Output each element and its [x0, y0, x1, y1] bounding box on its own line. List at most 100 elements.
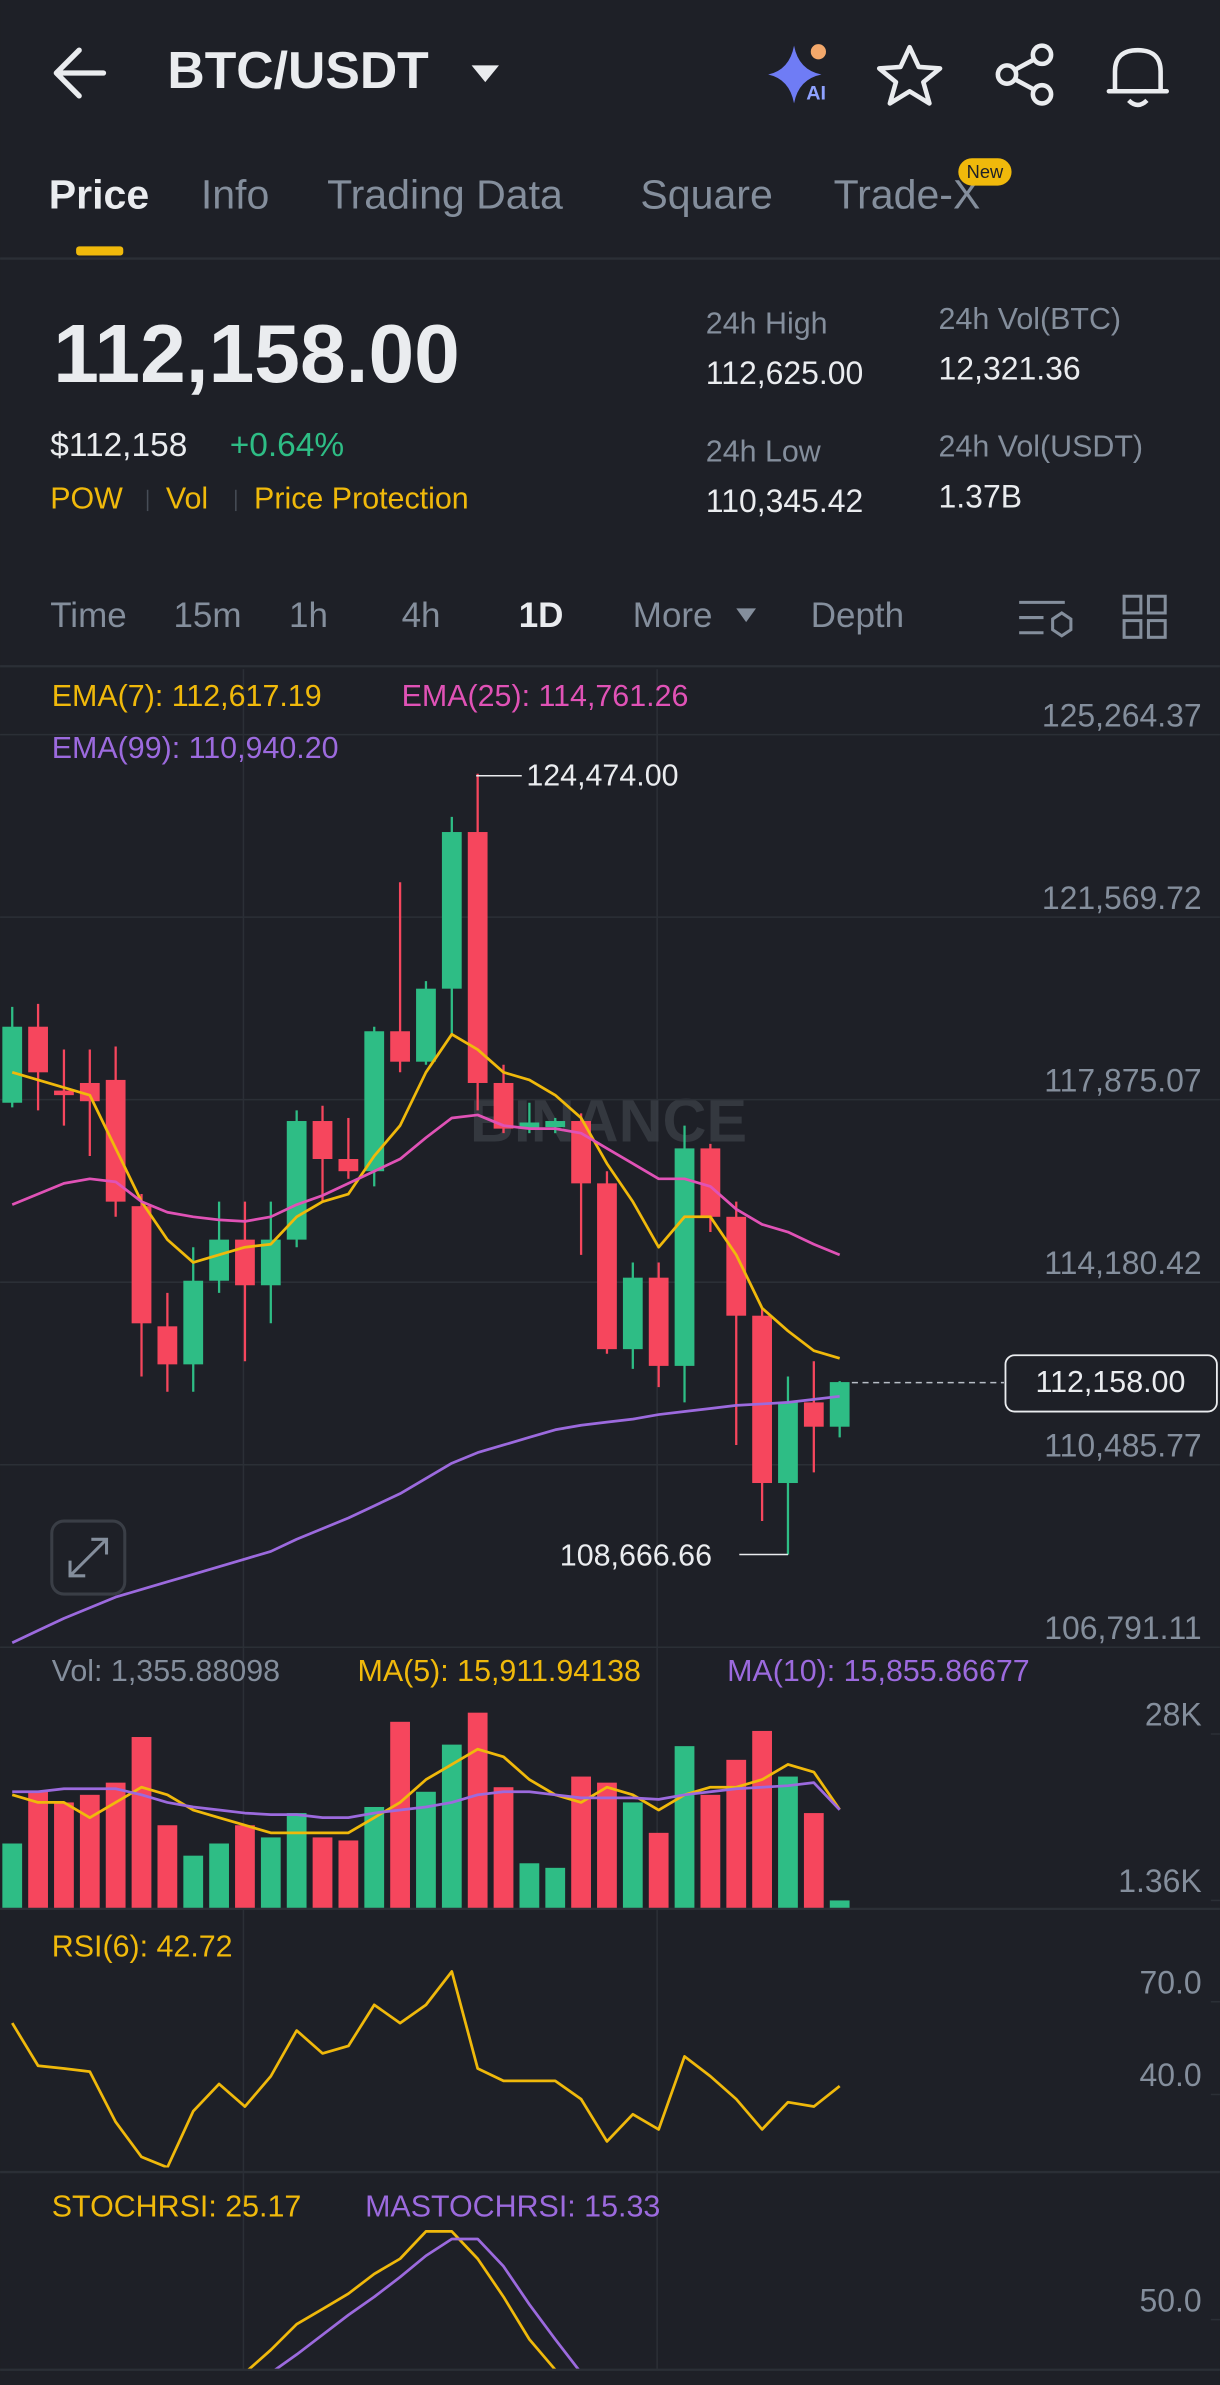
candle-body	[441, 832, 462, 989]
legend-entry: EMA(99): 110,940.20	[52, 731, 339, 765]
legend-entry: Vol: 1,355.88098	[52, 1654, 280, 1688]
candle-body	[545, 1121, 566, 1128]
interval[interactable]: 1D	[519, 596, 564, 635]
volume-bar	[803, 1813, 824, 1909]
tab[interactable]: Info	[201, 172, 269, 218]
candle-body	[648, 1277, 669, 1366]
chart-settings[interactable]	[1019, 600, 1073, 638]
expand-button[interactable]	[50, 1519, 127, 1596]
volume-bar	[571, 1776, 591, 1909]
tab[interactable]: Trade-X	[834, 172, 981, 218]
last-price-tag	[1004, 1354, 1218, 1413]
interval[interactable]: 1h	[289, 596, 328, 635]
indicator-line	[11, 1747, 841, 1835]
stat-value: 112,625.00	[706, 355, 863, 391]
y-tick-label: 1.36K	[1118, 1863, 1201, 1899]
legend-entry: MA(10): 15,855.86677	[727, 1654, 1030, 1688]
candle-body	[726, 1216, 747, 1316]
volume-bar	[467, 1712, 488, 1909]
favorite-button[interactable]	[876, 44, 943, 106]
share-button[interactable]	[995, 43, 1054, 106]
candle-body	[467, 832, 488, 1083]
alert-button[interactable]	[1106, 47, 1169, 108]
back-button[interactable]	[53, 47, 107, 99]
legend-entry: EMA(7): 112,617.19	[52, 679, 322, 713]
stat-label: 24h Vol(BTC)	[939, 302, 1122, 336]
plot	[2, 1712, 850, 1909]
volume-bar	[622, 1802, 643, 1909]
svg-text:AI: AI	[806, 83, 826, 105]
candle-body	[312, 1121, 333, 1160]
candle-body	[597, 1183, 617, 1350]
interval[interactable]: More	[633, 596, 713, 635]
volume-bar	[441, 1744, 462, 1909]
volume-bar	[286, 1813, 307, 1909]
tag[interactable]: POW	[50, 481, 123, 515]
more-caret[interactable]	[736, 608, 757, 623]
volume-bar	[416, 1791, 436, 1909]
volume-bar	[105, 1782, 126, 1909]
indicator-line	[11, 1032, 841, 1360]
pair-caret[interactable]	[471, 65, 499, 83]
volume-bar	[312, 1837, 333, 1909]
volume-bar	[260, 1837, 281, 1909]
volume-bar	[597, 1782, 617, 1909]
candle-body	[235, 1239, 255, 1286]
candle-body	[752, 1315, 772, 1484]
candle-body	[338, 1159, 359, 1172]
layout-button[interactable]	[1122, 594, 1167, 639]
interval[interactable]: 15m	[173, 596, 241, 635]
candle-body	[79, 1082, 100, 1102]
volume-bar	[519, 1863, 540, 1909]
volume-bar	[829, 1900, 850, 1909]
candle-body	[416, 988, 436, 1062]
volume-bar	[235, 1825, 255, 1909]
usd-price: $112,158	[50, 427, 187, 464]
tab-indicator	[76, 246, 124, 256]
candle-body	[28, 1026, 48, 1073]
stat-value: 1.37B	[939, 478, 1022, 514]
indicator-line	[11, 1394, 840, 1644]
stat-value: 110,345.42	[706, 483, 863, 519]
tab[interactable]: Square	[640, 172, 772, 218]
low-annotation: 108,666.66	[560, 1539, 712, 1573]
volume-bar	[674, 1746, 695, 1909]
volume-bar	[700, 1794, 721, 1909]
indicator-line	[246, 2230, 557, 2370]
y-tick-label: 40.0	[1140, 2057, 1202, 2093]
interval[interactable]: Depth	[811, 596, 904, 635]
indicator-line	[11, 1970, 841, 2168]
tag[interactable]: Price Protection	[254, 481, 469, 515]
candle-body	[390, 1031, 410, 1062]
candle-body	[700, 1148, 721, 1217]
tab[interactable]: Price	[49, 172, 149, 218]
volume-bar	[364, 1806, 385, 1909]
candle-body	[364, 1031, 385, 1172]
legend-entry: MA(5): 15,911.94138	[358, 1654, 641, 1688]
stat-value: 12,321.36	[939, 351, 1081, 387]
tag[interactable]: Vol	[166, 481, 208, 515]
legend-entry: EMA(25): 114,761.26	[402, 679, 689, 713]
volume-bar	[157, 1825, 178, 1909]
interval[interactable]: 4h	[402, 596, 441, 635]
volume-bar	[28, 1791, 48, 1909]
ai-button[interactable]: AI	[768, 44, 826, 105]
candle-body	[519, 1122, 540, 1129]
y-tick-label: 50.0	[1140, 2282, 1202, 2318]
candle-body	[778, 1402, 798, 1484]
candle-body	[2, 1026, 23, 1103]
volume-bar	[338, 1840, 359, 1909]
new-badge-text: New	[967, 161, 1004, 182]
y-tick-label: 70.0	[1140, 1964, 1202, 2000]
legend-entry: RSI(6): 42.72	[52, 1929, 233, 1963]
interval[interactable]: Time	[50, 596, 126, 635]
y-tick-label: 125,264.37	[1042, 697, 1202, 733]
candle-body	[260, 1239, 281, 1286]
stat-label: 24h Vol(USDT)	[939, 430, 1143, 464]
tab[interactable]: Trading Data	[327, 172, 563, 218]
y-tick-label: 28K	[1145, 1697, 1202, 1733]
stat-label: 24h High	[706, 307, 828, 341]
pair-title[interactable]: BTC/USDT	[167, 41, 429, 99]
legend-entry: MASTOCHRSI: 15.33	[365, 2190, 660, 2224]
